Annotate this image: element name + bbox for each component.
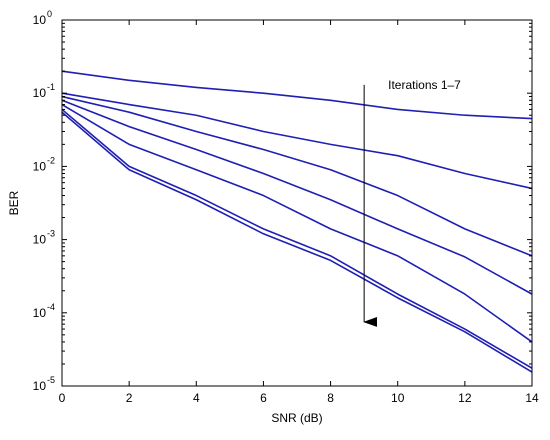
x-tick-label: 8 (327, 391, 334, 405)
series-line-6 (61, 108, 533, 369)
y-tick-exponent: -4 (47, 302, 55, 312)
y-tick-label: 10 (33, 379, 47, 393)
y-tick-label: 10 (33, 306, 47, 320)
iterations-label: Iterations 1–7 (388, 78, 461, 92)
y-tick-label: 10 (33, 13, 47, 27)
x-tick-label: 0 (59, 391, 66, 405)
y-tick-exponent: -1 (47, 82, 55, 92)
x-tick-label: 2 (126, 391, 133, 405)
x-tick-label: 10 (391, 391, 405, 405)
y-tick-label: 10 (33, 86, 47, 100)
series-layer (61, 70, 533, 373)
x-tick-label: 14 (525, 391, 539, 405)
plot-area-frame (61, 19, 533, 387)
y-tick-exponent: 0 (47, 9, 52, 19)
y-tick-exponent: -5 (47, 375, 55, 385)
annotation: Iterations 1–7 (363, 78, 461, 327)
x-tick-label: 12 (458, 391, 472, 405)
y-tick-label: 10 (33, 159, 47, 173)
x-tick-label: 6 (260, 391, 267, 405)
series-line-7 (61, 111, 533, 373)
series-line-2 (61, 92, 533, 190)
x-axis-label: SNR (dB) (271, 411, 322, 425)
y-tick-label: 10 (33, 233, 47, 247)
y-tick-exponent: -3 (47, 229, 55, 239)
series-line-1 (61, 70, 533, 120)
series-line-3 (61, 95, 533, 257)
y-tick-exponent: -2 (47, 155, 55, 165)
series-line-5 (61, 103, 533, 343)
x-tick-label: 4 (193, 391, 200, 405)
y-axis-label: BER (7, 190, 21, 215)
series-line-4 (61, 99, 533, 295)
